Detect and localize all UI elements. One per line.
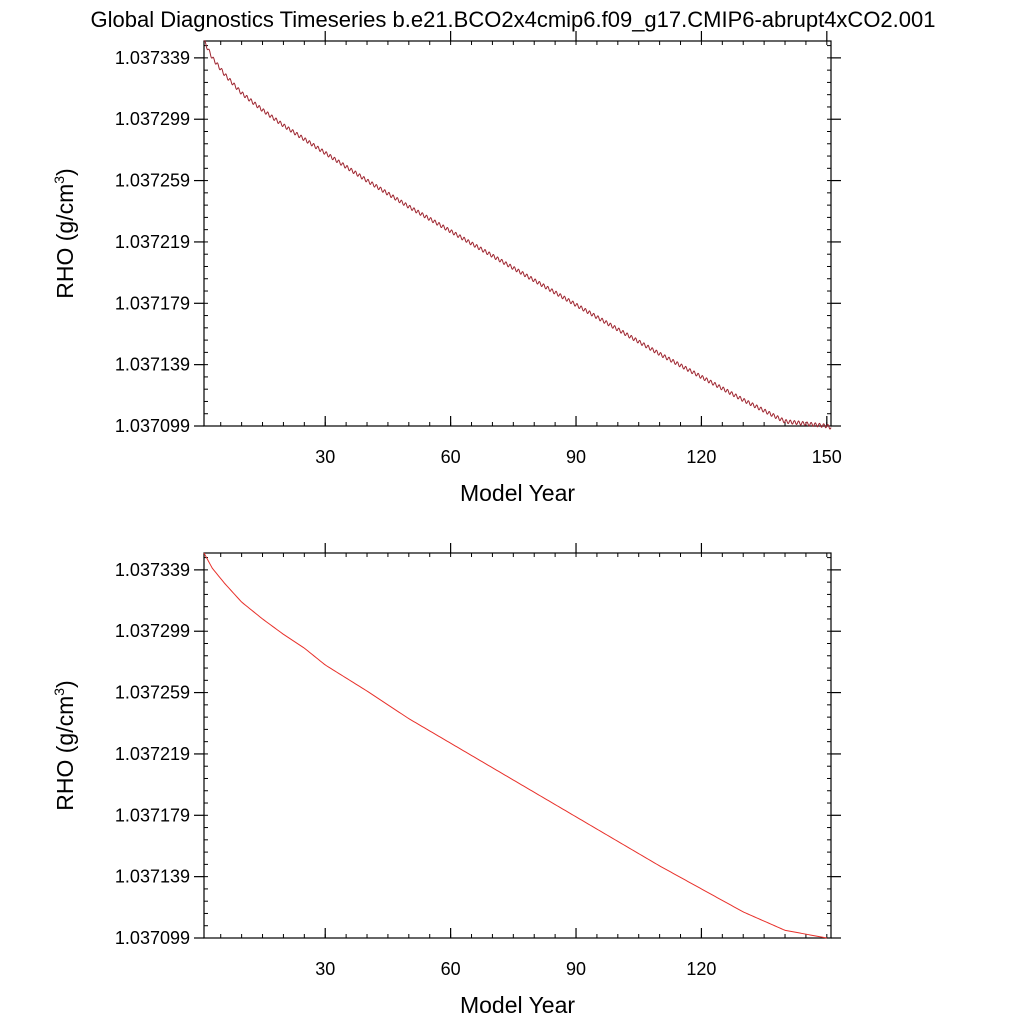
- x-tick-label: 150: [812, 447, 842, 467]
- y-tick-label: 1.037299: [115, 621, 190, 641]
- x-tick-label: 30: [315, 447, 335, 467]
- series-line: [203, 40, 832, 430]
- y-tick-label: 1.037339: [115, 560, 190, 580]
- x-tick-label: 30: [315, 959, 335, 979]
- plot-frame: [203, 40, 832, 427]
- y-tick-label: 1.037259: [115, 171, 190, 191]
- y-tick-label: 1.037219: [115, 232, 190, 252]
- chart-panel-top: 30 60 90 120 150 1.037099 1.037139 1.037179 1.03…: [51, 31, 842, 506]
- series-line: [203, 552, 827, 939]
- y-tick-label: 1.037339: [115, 48, 190, 68]
- y-axis-label: RHO (g/cm3): [51, 168, 78, 298]
- y-tick-label: 1.037299: [115, 109, 190, 129]
- x-tick-label: 120: [686, 447, 716, 467]
- series-line-overlay: [203, 40, 832, 430]
- y-tick-label: 1.037259: [115, 683, 190, 703]
- y-axis-label: RHO (g/cm3): [51, 680, 78, 810]
- x-tick-label: 90: [566, 447, 586, 467]
- y-tick-label: 1.037099: [115, 416, 190, 436]
- x-axis-label: Model Year: [460, 992, 575, 1018]
- y-tick-label: 1.037179: [115, 805, 190, 825]
- x-tick-label: 60: [441, 447, 461, 467]
- x-tick-label: 60: [441, 959, 461, 979]
- y-tick-label: 1.037139: [115, 355, 190, 375]
- chart-panel-bottom: 30 60 90 120 1.037099 1.037139 1.037179 1.03721…: [51, 543, 841, 1018]
- figure-title: Global Diagnostics Timeseries b.e21.BCO2…: [91, 7, 936, 32]
- x-axis-label: Model Year: [460, 480, 575, 506]
- y-tick-label: 1.037139: [115, 867, 190, 887]
- x-tick-label: 120: [686, 959, 716, 979]
- plot-frame: [203, 552, 832, 939]
- y-tick-label: 1.037099: [115, 928, 190, 948]
- y-tick-label: 1.037179: [115, 293, 190, 313]
- y-tick-label: 1.037219: [115, 744, 190, 764]
- x-tick-label: 90: [566, 959, 586, 979]
